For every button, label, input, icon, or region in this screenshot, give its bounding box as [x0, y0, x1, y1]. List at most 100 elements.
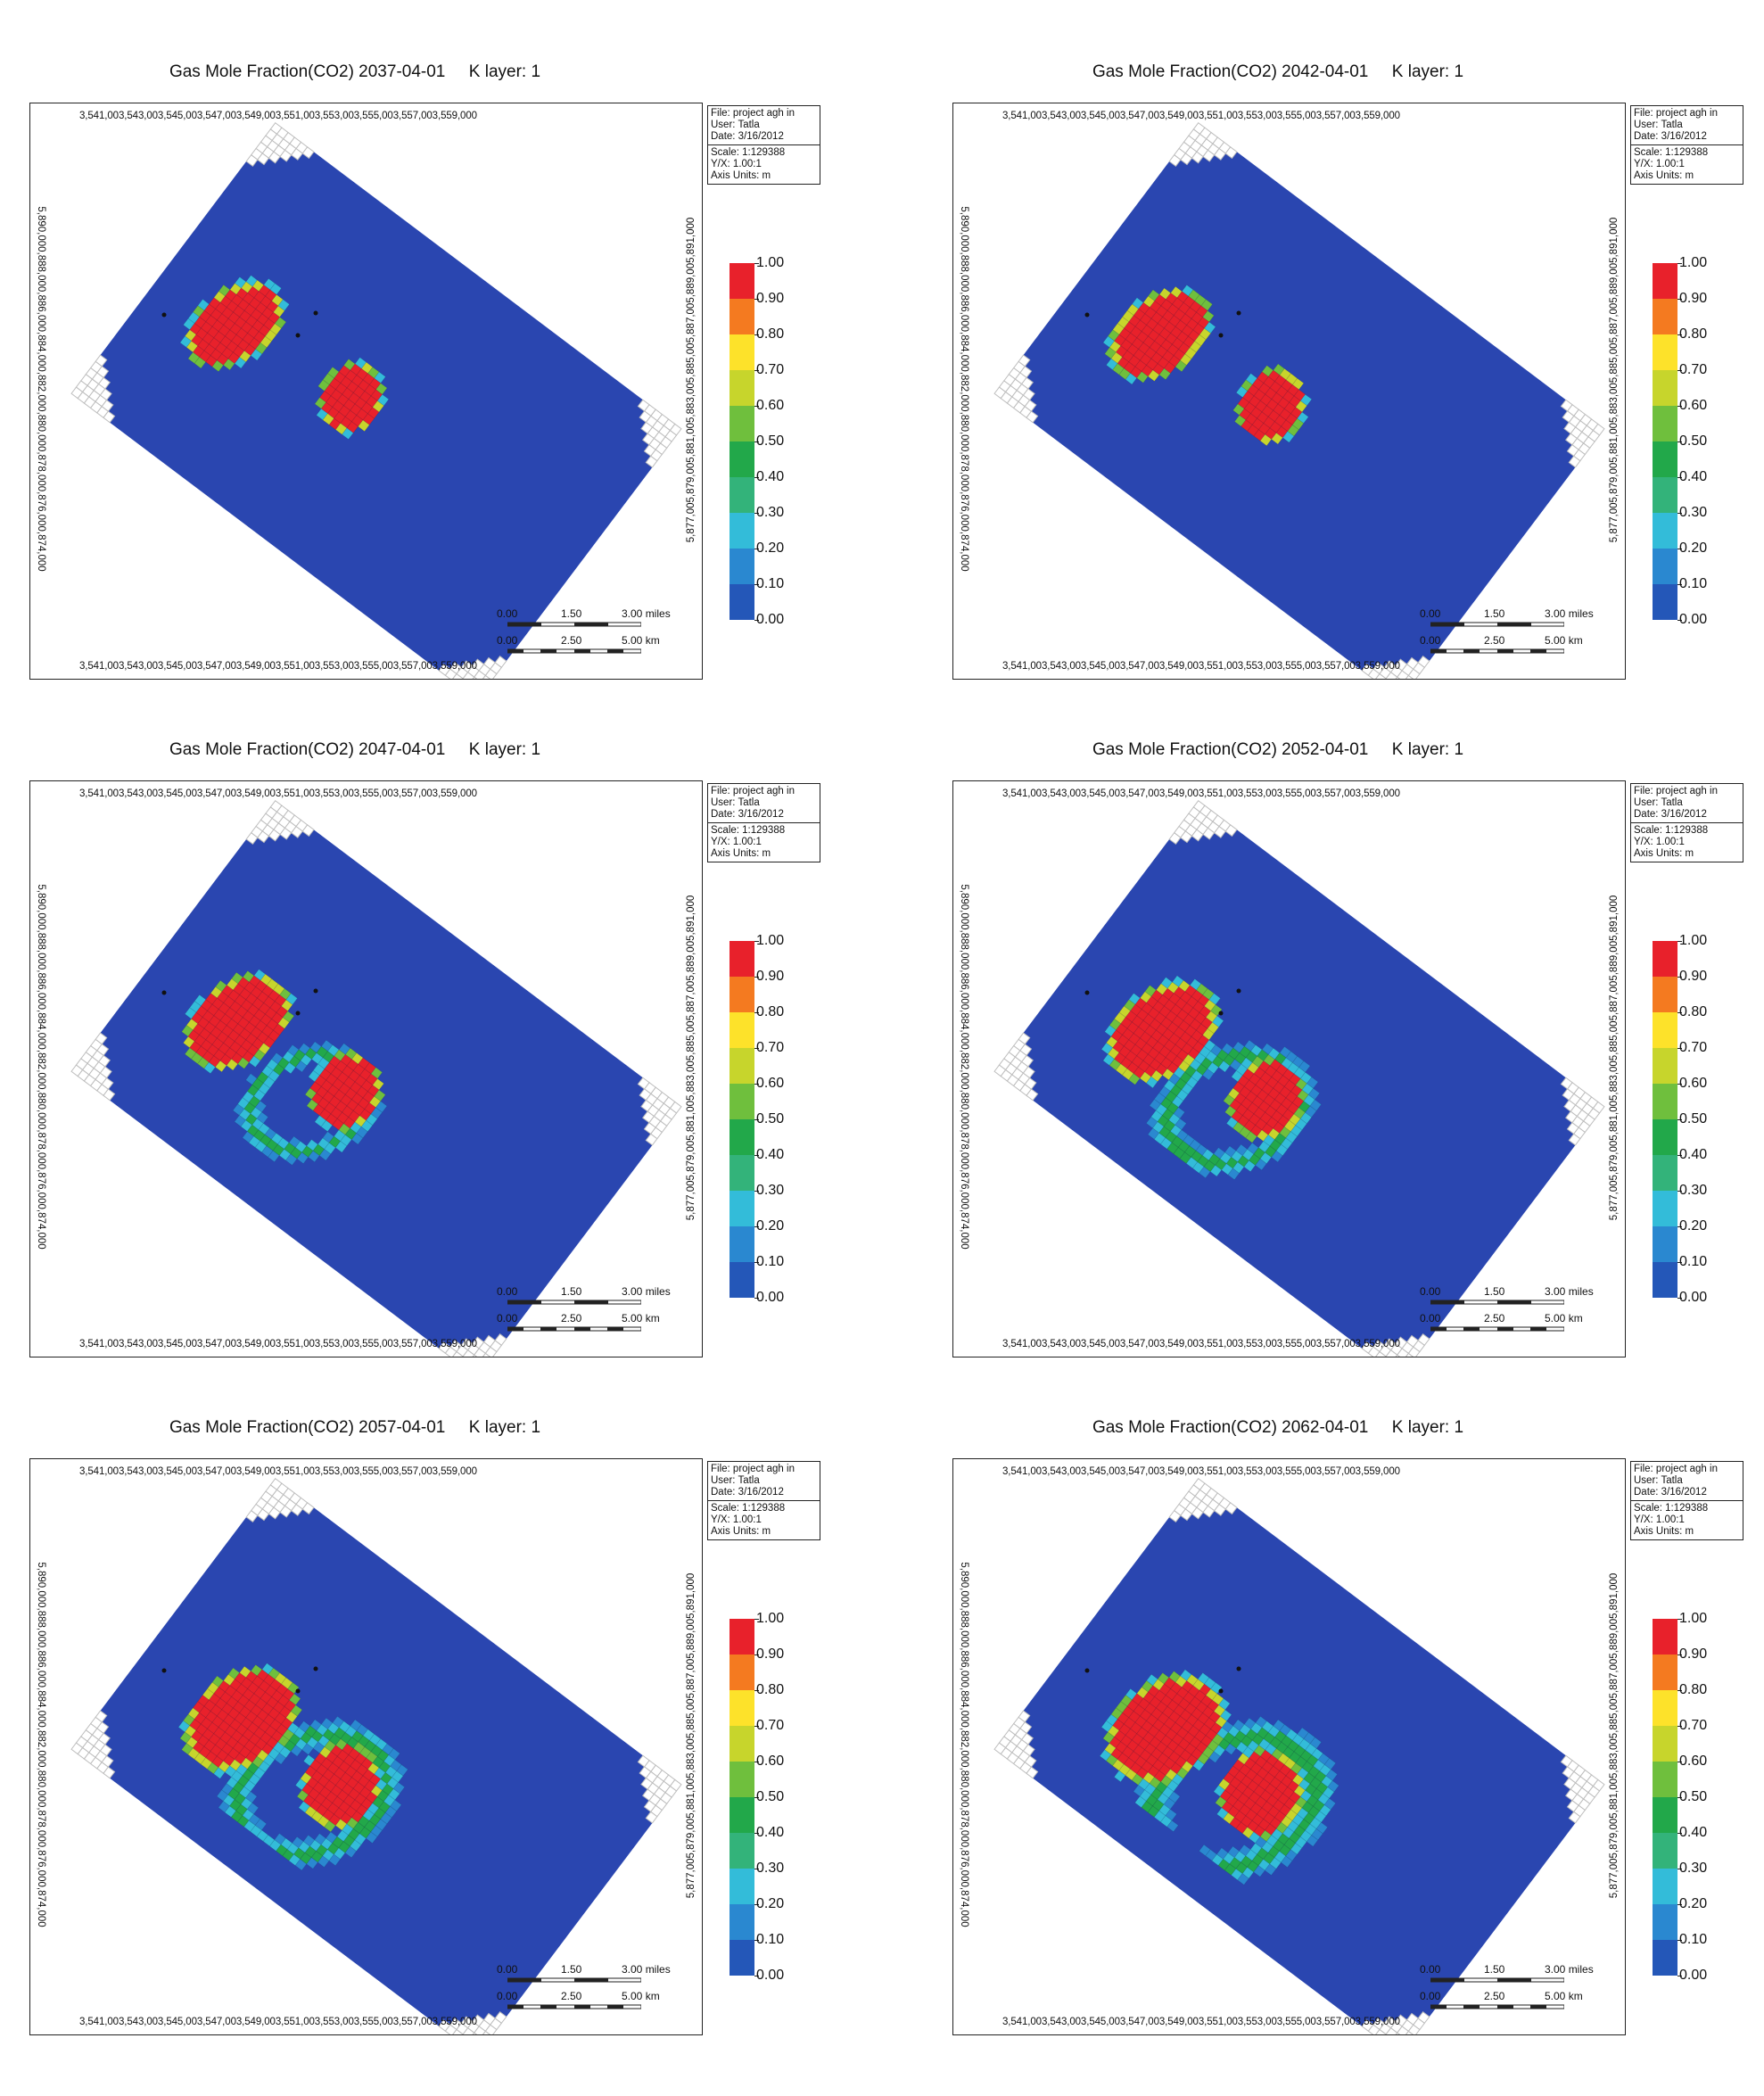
scale-km-end: 5.00 km	[1545, 634, 1583, 647]
colorbar-swatch	[730, 1119, 754, 1155]
colorbar-tick-label: 1.00	[756, 1612, 784, 1626]
info-scale: Scale: 1:129388	[711, 147, 817, 159]
well-marker	[1219, 1689, 1224, 1694]
info-yx: Y/X: 1.00:1	[1634, 159, 1740, 170]
scale-km-0: 0.00	[1420, 1312, 1440, 1324]
colorbar-swatch	[730, 1262, 754, 1298]
info-file: File: project agh in	[711, 786, 817, 797]
y-axis-left-ticks: 5,890,000,888,000,886,000,884,000,882,00…	[32, 1495, 50, 1994]
well-marker	[1219, 334, 1224, 338]
scale-bar: 0.00 1.50 3.00 miles 0.00 2.50 5.00 km	[1420, 607, 1598, 670]
colorbar-tick-label: 0.40	[756, 470, 784, 484]
colorbar-tick-label: 0.20	[1679, 541, 1707, 556]
colorbar-swatch	[1653, 1119, 1677, 1155]
scale-km-mid: 2.50	[561, 1312, 581, 1324]
scale-km-0: 0.00	[497, 1312, 517, 1324]
colorbar-swatch	[1653, 977, 1677, 1012]
scale-miles-end: 3.00 miles	[622, 1285, 671, 1298]
colorbar-swatch	[1653, 1226, 1677, 1262]
map-canvas	[953, 103, 1625, 679]
colorbar-swatch	[1653, 513, 1677, 549]
info-axis-units: Axis Units: m	[711, 848, 817, 860]
scale-km-end: 5.00 km	[622, 1312, 660, 1324]
info-user: User: Tatla	[711, 1475, 817, 1487]
info-box: File: project agh in User: Tatla Date: 3…	[707, 105, 820, 185]
map-frame: 3,541,003,543,003,545,003,547,003,549,00…	[952, 1458, 1626, 2035]
colorbar-swatch	[1653, 1762, 1677, 1797]
scale-km-end: 5.00 km	[1545, 1312, 1583, 1324]
well-marker	[1085, 313, 1090, 318]
colorbar-tick-label: 0.60	[1679, 1754, 1707, 1769]
info-box: File: project agh in User: Tatla Date: 3…	[707, 1461, 820, 1540]
colorbar-tick-label: 0.30	[1679, 506, 1707, 520]
colorbar-swatch	[730, 1904, 754, 1940]
scale-miles-0: 0.00	[1420, 1285, 1440, 1298]
scale-miles-end: 3.00 miles	[1545, 1963, 1594, 1976]
colorbar-tick-label: 0.30	[756, 1861, 784, 1876]
well-marker	[1085, 991, 1090, 995]
colorbar-swatch	[730, 1762, 754, 1797]
colorbar-tick-label: 0.60	[1679, 1077, 1707, 1091]
colorbar-swatch	[1653, 1797, 1677, 1833]
colorbar-swatch	[1653, 1940, 1677, 1976]
y-axis-right-ticks: 5,877,005,879,005,881,005,883,005,885,00…	[1605, 1495, 1623, 1976]
map-frame: 3,541,003,543,003,545,003,547,003,549,00…	[952, 780, 1626, 1357]
info-axis-units: Axis Units: m	[1634, 170, 1740, 182]
colorbar-swatch	[730, 941, 754, 977]
panel-layer-text: K layer: 1	[469, 740, 540, 759]
colorbar-swatch	[1653, 299, 1677, 334]
colorbar-swatch	[730, 1226, 754, 1262]
scale-km-0: 0.00	[1420, 1990, 1440, 2002]
colorbar-swatch	[730, 263, 754, 299]
well-marker	[1085, 1669, 1090, 1673]
scale-miles-bar	[1430, 621, 1564, 631]
scale-km-bar	[507, 648, 641, 658]
scale-km-end: 5.00 km	[622, 1990, 660, 2002]
colorbar-tick-label: 0.30	[756, 1184, 784, 1198]
colorbar-swatch	[1653, 1155, 1677, 1191]
info-date: Date: 3/16/2012	[711, 131, 817, 143]
scale-miles-0: 0.00	[1420, 1963, 1440, 1976]
map-frame: 3,541,003,543,003,545,003,547,003,549,00…	[952, 103, 1626, 680]
colorbar-tick-label: 0.20	[1679, 1219, 1707, 1234]
info-user: User: Tatla	[1634, 1475, 1740, 1487]
y-axis-left-ticks: 5,890,000,888,000,886,000,884,000,882,00…	[955, 1495, 973, 1994]
info-yx: Y/X: 1.00:1	[711, 837, 817, 848]
colorbar-swatch	[730, 977, 754, 1012]
scale-km-bar	[507, 2003, 641, 2014]
scale-bar: 0.00 1.50 3.00 miles 0.00 2.50 5.00 km	[1420, 1963, 1598, 2026]
colorbar-tick-label: 0.10	[756, 577, 784, 591]
info-axis-units: Axis Units: m	[1634, 1526, 1740, 1538]
colorbar-tick-label: 0.50	[1679, 434, 1707, 449]
scale-miles-bar	[507, 1976, 641, 1987]
scale-miles-mid: 1.50	[1484, 607, 1504, 620]
info-box: File: project agh in User: Tatla Date: 3…	[1630, 105, 1743, 185]
well-marker	[1219, 1011, 1224, 1016]
info-file: File: project agh in	[1634, 1464, 1740, 1475]
colorbar-swatch	[730, 1155, 754, 1191]
colorbar-swatch	[1653, 477, 1677, 513]
scale-km-mid: 2.50	[1484, 1990, 1504, 2002]
colorbar-swatch	[1653, 1262, 1677, 1298]
info-axis-units: Axis Units: m	[1634, 848, 1740, 860]
colorbar-tick-label: 0.10	[1679, 1933, 1707, 1947]
colorbar-swatch	[730, 299, 754, 334]
info-yx: Y/X: 1.00:1	[711, 159, 817, 170]
colorbar-tick-label: 0.10	[756, 1933, 784, 1947]
y-axis-right-ticks: 5,877,005,879,005,881,005,883,005,885,00…	[682, 817, 700, 1299]
colorbar-swatch	[730, 1012, 754, 1048]
well-marker	[1237, 311, 1241, 316]
colorbar-swatch	[730, 1690, 754, 1726]
colorbar-tick-label: 0.90	[756, 1647, 784, 1662]
colorbar-swatch	[1653, 334, 1677, 370]
colorbar-swatch	[730, 584, 754, 620]
map-canvas	[953, 1459, 1625, 2034]
colorbar-tick-label: 0.40	[756, 1148, 784, 1162]
scale-miles-end: 3.00 miles	[1545, 1285, 1594, 1298]
colorbar-tick-label: 0.90	[756, 292, 784, 306]
y-axis-right-ticks: 5,877,005,879,005,881,005,883,005,885,00…	[682, 1495, 700, 1976]
scale-miles-mid: 1.50	[1484, 1285, 1504, 1298]
